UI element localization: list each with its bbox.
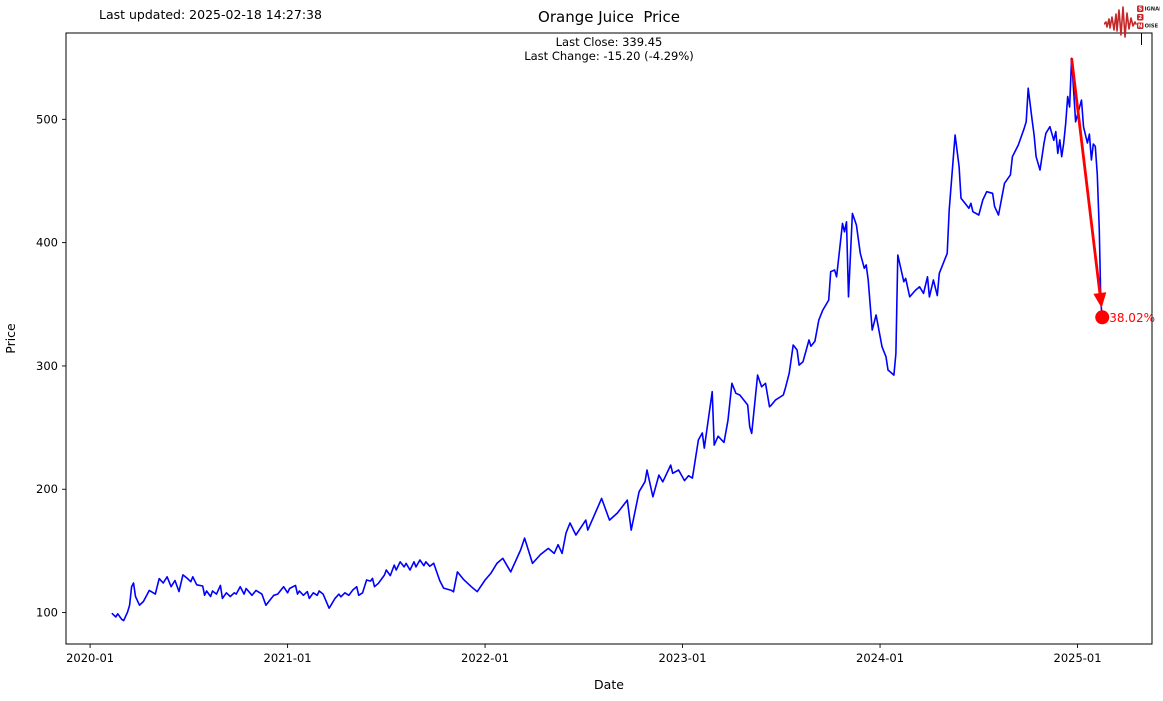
x-tick-label: 2023-01 xyxy=(659,651,707,665)
y-tick-label: 100 xyxy=(36,606,58,620)
last-close-text: Last Close: 339.45 xyxy=(555,35,663,49)
svg-text:OISE: OISE xyxy=(1145,24,1159,30)
axes-box xyxy=(65,32,1153,645)
x-tick-label: 2024-01 xyxy=(856,651,904,665)
y-tick-label: 500 xyxy=(36,112,58,126)
svg-text:IGNAL: IGNAL xyxy=(1145,7,1160,13)
drawdown-arrow-line xyxy=(1070,58,1102,294)
logo-text: S IGNAL 2 N OISE xyxy=(1137,5,1160,30)
last-change-text: Last Change: -15.20 (-4.29%) xyxy=(524,49,694,63)
drawdown-arrow-head xyxy=(1093,292,1107,308)
last-updated-text: Last updated: 2025-02-18 14:27:38 xyxy=(99,7,322,22)
y-axis-label: Price xyxy=(3,323,18,354)
drawdown-label: 38.02% xyxy=(1109,311,1155,325)
signal-2-noise-logo: S IGNAL 2 N OISE xyxy=(1104,5,1160,38)
x-tick-label: 2020-01 xyxy=(66,651,114,665)
svg-text:S: S xyxy=(1138,7,1142,13)
price-line xyxy=(111,57,1103,622)
y-tick-label: 300 xyxy=(36,359,58,373)
svg-text:2: 2 xyxy=(1138,15,1142,21)
logo-baseline-mark xyxy=(1141,33,1143,45)
last-close-dot xyxy=(1095,310,1110,325)
y-tick-label: 200 xyxy=(36,482,58,496)
page-title: Orange Juice Price xyxy=(538,8,680,26)
pulse-waveform-icon xyxy=(1104,6,1137,38)
x-tick-label: 2022-01 xyxy=(461,651,509,665)
y-tick-label: 400 xyxy=(36,236,58,250)
svg-text:N: N xyxy=(1138,24,1143,30)
x-axis-label: Date xyxy=(594,677,624,692)
x-tick-label: 2021-01 xyxy=(264,651,312,665)
x-tick-label: 2025-01 xyxy=(1054,651,1102,665)
